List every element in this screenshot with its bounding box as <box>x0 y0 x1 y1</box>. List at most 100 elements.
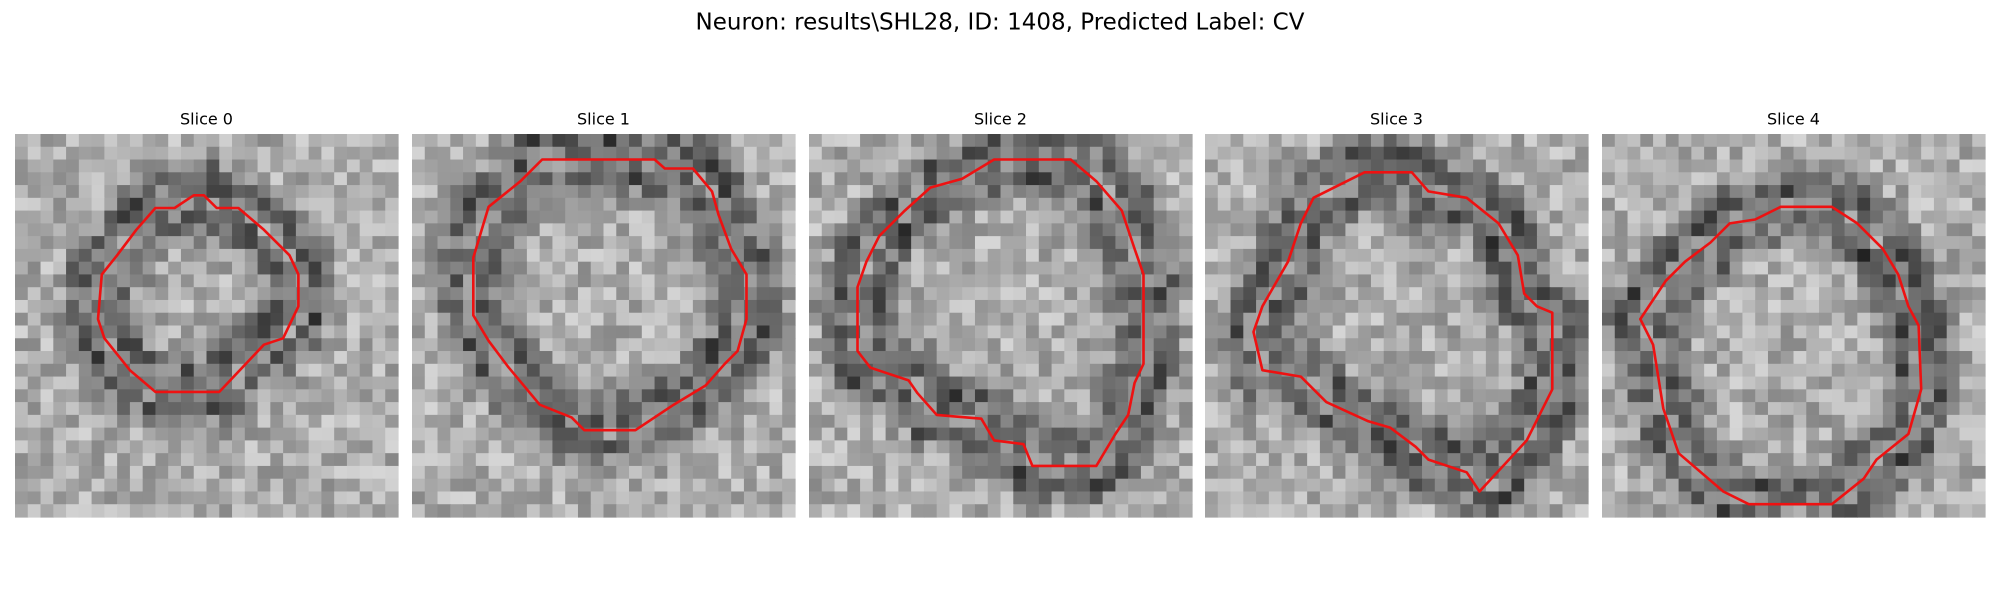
pixel <box>1882 351 1897 365</box>
pixel <box>1627 325 1641 339</box>
pixel <box>705 338 719 352</box>
pixel <box>91 363 105 378</box>
pixel <box>1908 274 1922 288</box>
pixel <box>923 363 938 378</box>
pixel <box>1140 248 1155 263</box>
pixel <box>257 325 271 339</box>
pixel <box>1230 236 1244 250</box>
pixel <box>488 146 502 161</box>
pixel <box>1422 363 1436 378</box>
pixel <box>1345 376 1359 390</box>
pixel <box>334 185 348 199</box>
pixel <box>1498 414 1512 429</box>
pixel <box>1256 146 1270 161</box>
pixel <box>1704 146 1718 161</box>
pixel <box>1767 402 1782 416</box>
pixel <box>743 427 758 441</box>
pixel <box>705 134 719 148</box>
pixel <box>424 197 439 212</box>
pixel <box>1140 261 1155 276</box>
pixel <box>731 402 745 416</box>
pixel <box>782 491 796 505</box>
pixel <box>1345 427 1359 441</box>
pixel <box>860 414 874 429</box>
pixel <box>295 491 310 505</box>
pixel <box>1128 325 1142 339</box>
pixel <box>1678 274 1692 288</box>
pixel <box>129 402 144 416</box>
pixel <box>1294 185 1308 199</box>
pixel <box>463 223 477 237</box>
pixel <box>860 376 874 390</box>
pixel <box>1921 440 1935 454</box>
pixel <box>514 223 528 237</box>
pixel <box>1396 248 1410 263</box>
pixel <box>1179 351 1193 365</box>
pixel <box>1332 185 1347 199</box>
pixel <box>782 325 796 339</box>
pixel <box>1602 402 1616 416</box>
pixel <box>206 363 220 378</box>
pixel <box>1742 440 1756 454</box>
pixel <box>53 363 67 378</box>
pixel <box>1128 299 1142 314</box>
pixel <box>206 491 220 505</box>
pixel <box>1614 351 1629 365</box>
pixel <box>1064 172 1078 186</box>
pixel <box>1281 478 1295 493</box>
pixel <box>667 210 681 224</box>
pixel <box>257 172 271 186</box>
pixel <box>295 440 310 454</box>
pixel <box>654 146 668 161</box>
pixel <box>1819 287 1833 301</box>
pixel <box>974 210 989 224</box>
pixel <box>1217 414 1232 429</box>
pixel <box>898 389 912 403</box>
pixel <box>1742 197 1756 212</box>
pixel <box>193 478 208 493</box>
pixel <box>769 440 783 454</box>
pixel <box>1409 146 1423 161</box>
pixel <box>206 261 220 276</box>
pixel <box>949 376 963 390</box>
pixel <box>1485 261 1500 276</box>
pixel <box>40 389 54 403</box>
pixel <box>1665 210 1680 224</box>
pixel <box>1882 223 1897 237</box>
pixel <box>244 414 259 429</box>
pixel <box>334 478 348 493</box>
pixel <box>1358 299 1372 314</box>
pixel <box>1742 185 1756 199</box>
pixel <box>1179 172 1193 186</box>
pixel <box>1933 325 1948 339</box>
pixel <box>1230 504 1244 518</box>
pixel <box>1498 299 1512 314</box>
pixel <box>1704 376 1718 390</box>
pixel <box>155 440 169 454</box>
pixel <box>1179 312 1193 327</box>
pixel <box>1294 236 1308 250</box>
pixel <box>66 197 80 212</box>
pixel <box>680 312 694 327</box>
pixel <box>437 159 451 173</box>
pixel <box>898 312 912 327</box>
pixel <box>475 504 490 518</box>
pixel <box>91 185 105 199</box>
pixel <box>104 287 118 301</box>
pixel <box>911 414 925 429</box>
pixel <box>450 274 464 288</box>
pixel <box>1946 465 1961 480</box>
pixel <box>40 491 54 505</box>
pixel <box>1716 134 1731 148</box>
pixel <box>117 376 131 390</box>
pixel <box>1383 134 1398 148</box>
pixel <box>577 159 592 173</box>
pixel <box>1077 274 1091 288</box>
pixel <box>514 402 528 416</box>
pixel <box>1780 159 1795 173</box>
pixel <box>1498 210 1512 224</box>
pixel <box>1383 338 1398 352</box>
pixel <box>718 402 732 416</box>
pixel <box>1793 363 1807 378</box>
pixel <box>1627 465 1641 480</box>
